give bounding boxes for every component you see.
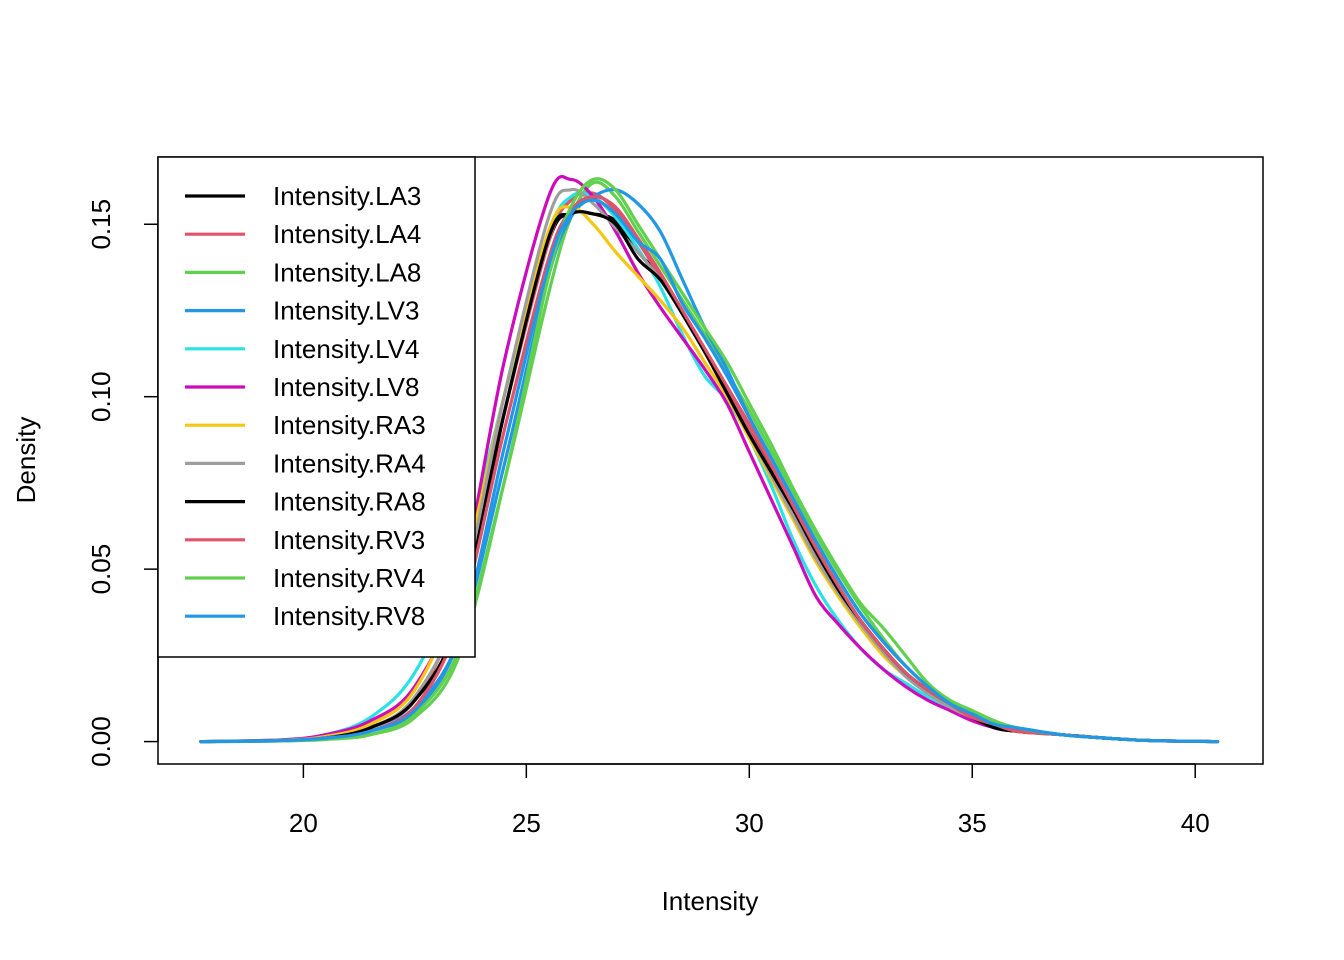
x-axis: 20 25 30 35 40 <box>289 763 1210 838</box>
legend-label: Intensity.RA8 <box>273 487 426 517</box>
legend-label: Intensity.LV3 <box>273 296 419 326</box>
y-tick-label: 0.15 <box>86 199 116 250</box>
y-axis-label: Density <box>11 417 41 504</box>
legend-label: Intensity.RA3 <box>273 410 426 440</box>
x-tick-label: 35 <box>958 808 987 838</box>
legend-label: Intensity.RV8 <box>273 601 425 631</box>
legend-label: Intensity.LA8 <box>273 257 421 287</box>
legend-label: Intensity.LA4 <box>273 219 421 249</box>
legend-label: Intensity.RV4 <box>273 563 425 593</box>
x-tick-label: 25 <box>512 808 541 838</box>
y-tick-label: 0.05 <box>86 544 116 595</box>
x-tick-label: 40 <box>1181 808 1210 838</box>
x-axis-label: Intensity <box>662 886 759 916</box>
legend-label: Intensity.RA4 <box>273 448 426 478</box>
y-tick-label: 0.00 <box>86 716 116 767</box>
legend-label: Intensity.LV8 <box>273 372 419 402</box>
legend-label: Intensity.RV3 <box>273 525 425 555</box>
legend: Intensity.LA3 Intensity.LA4 Intensity.LA8 I… <box>157 156 476 658</box>
legend-label: Intensity.LA3 <box>273 181 421 211</box>
legend-box <box>157 156 476 658</box>
legend-label: Intensity.LV4 <box>273 334 419 364</box>
x-tick-label: 30 <box>735 808 764 838</box>
y-tick-label: 0.10 <box>86 371 116 422</box>
x-tick-label: 20 <box>289 808 318 838</box>
